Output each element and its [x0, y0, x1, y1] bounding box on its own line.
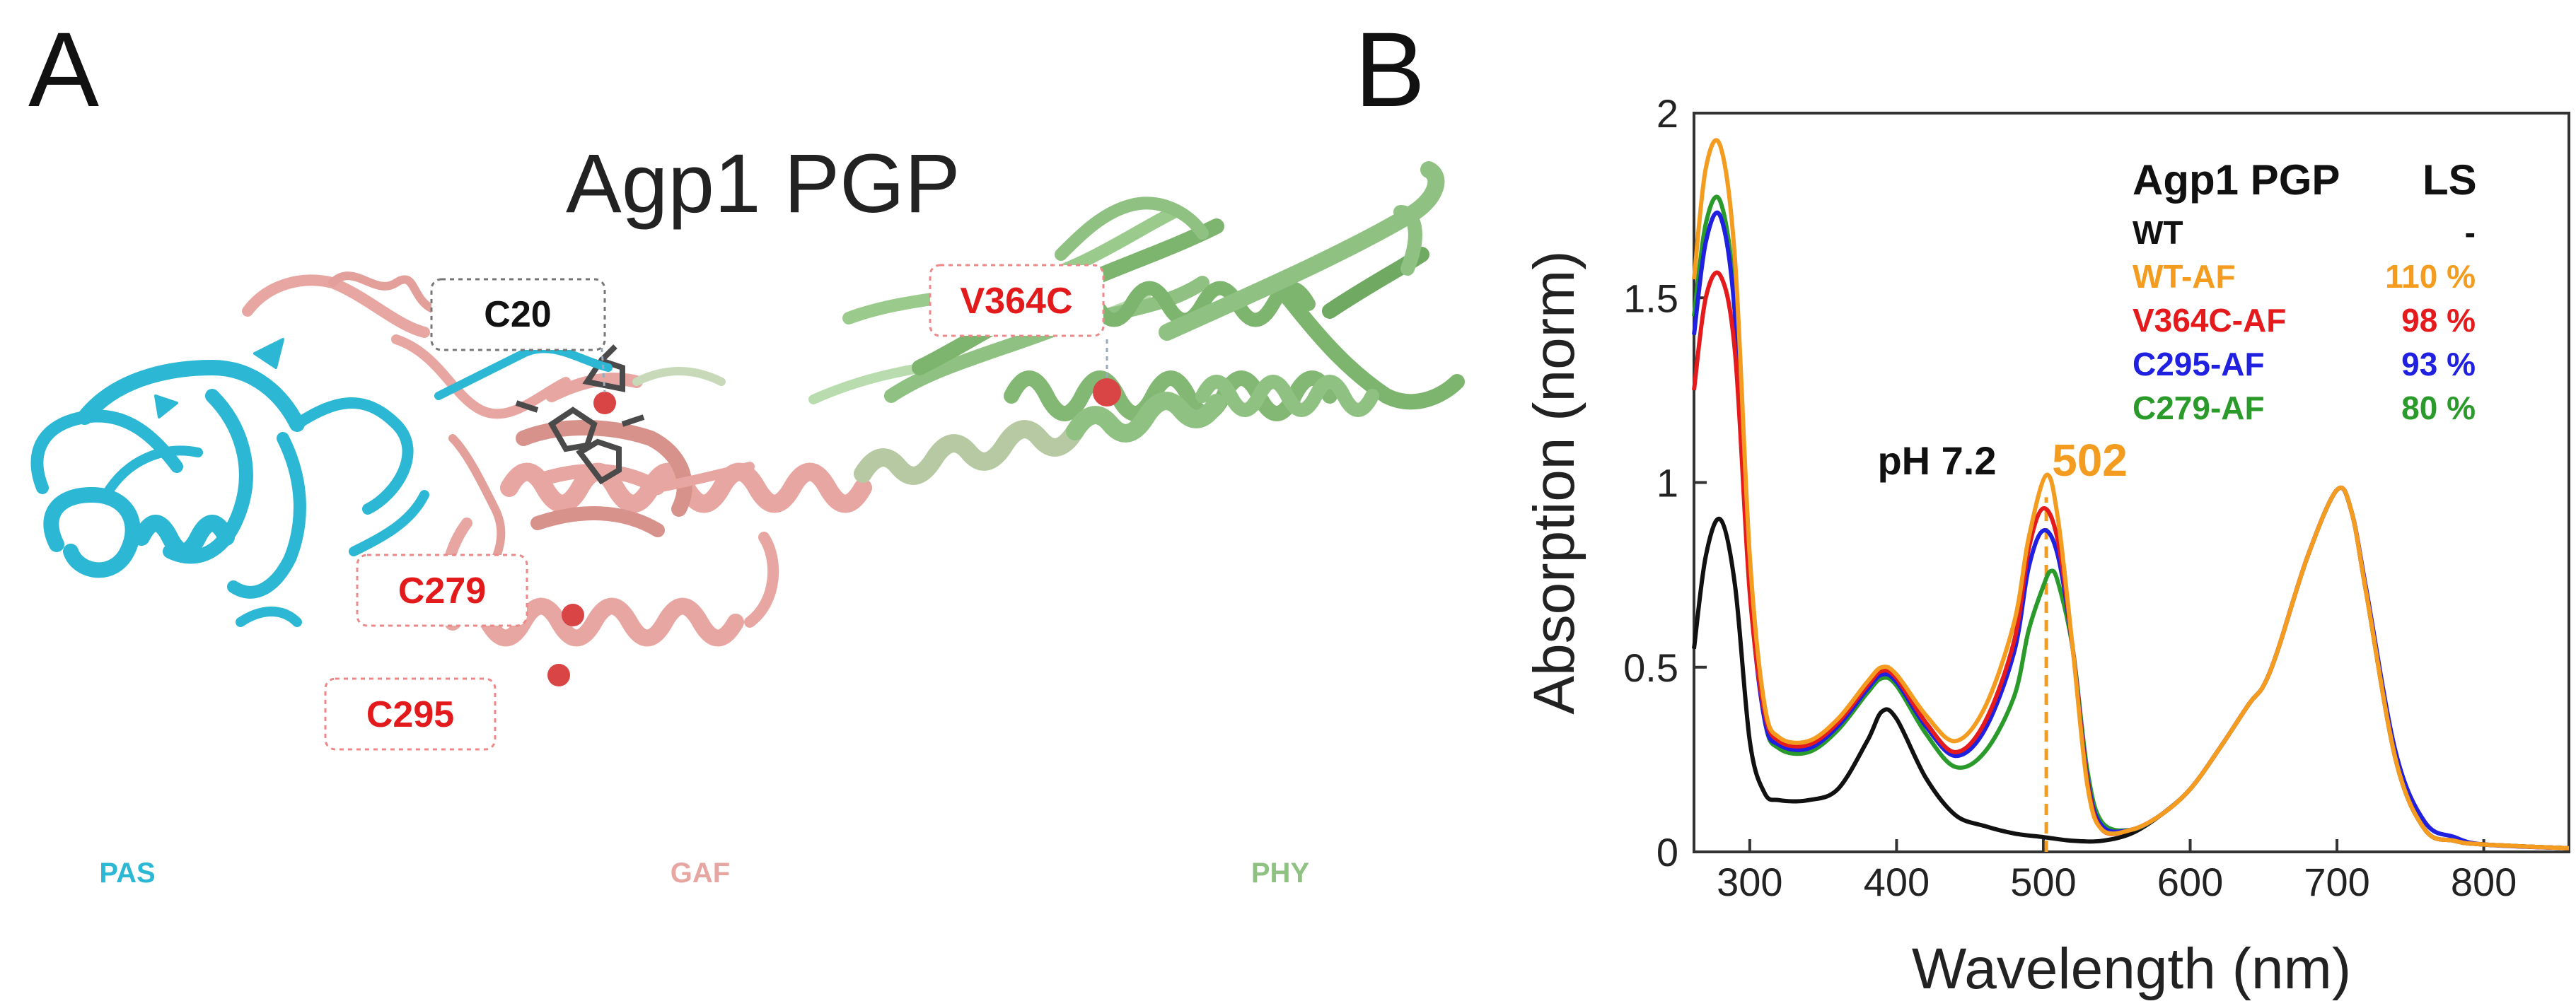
legend-entry-name: C295-AF — [2133, 346, 2265, 382]
series-layer — [1692, 138, 2570, 850]
label-v364c: V364C — [929, 264, 1105, 337]
cysteine-markers — [547, 378, 1121, 686]
legend-ls-header: LS — [2423, 156, 2477, 204]
svg-text:C20: C20 — [484, 294, 551, 335]
svg-text:V364C: V364C — [961, 281, 1073, 322]
panel-b: B 300 400 500 600 700 800 0 0.5 1 1.5 2 Wavelength… — [1354, 10, 2570, 1001]
legend-entry-name: WT-AF — [2133, 258, 2236, 295]
series-line-wt-af — [1692, 138, 2570, 850]
v364c-marker — [1093, 378, 1121, 407]
legend-entry-ls: - — [2465, 214, 2476, 251]
phy-domain-structure — [808, 161, 1465, 421]
c279-marker — [562, 604, 584, 626]
panel-a-title: Agp1 PGP — [566, 137, 961, 230]
domain-label-phy: PHY — [1251, 858, 1310, 889]
x-tick-label: 400 — [1864, 860, 1930, 904]
y-tick-label: 2 — [1657, 91, 1678, 136]
legend-entry-name: WT — [2133, 214, 2183, 251]
series-line-wt — [1692, 486, 2570, 850]
legend-title: Agp1 PGP — [2133, 156, 2340, 204]
ph-annotation: pH 7.2 — [1877, 438, 1996, 483]
label-c279: C279 — [356, 554, 528, 627]
y-axis-label: Absorption (norm) — [1522, 250, 1586, 714]
peak-annotation: 502 — [2052, 435, 2128, 486]
y-tick-label: 1.5 — [1623, 276, 1678, 320]
legend-entry-ls: 80 % — [2401, 390, 2476, 426]
label-c295: C295 — [324, 677, 497, 751]
panel-a-letter: A — [28, 10, 99, 129]
panel-a: A Agp1 PGP — [28, 10, 1465, 889]
y-tick-label: 1 — [1657, 461, 1678, 505]
y-tick-label: 0 — [1657, 830, 1678, 875]
label-connectors — [600, 339, 1108, 393]
c295-marker — [547, 664, 570, 686]
legend-entry-name: C279-AF — [2133, 390, 2265, 426]
pas-domain-structure — [30, 338, 613, 627]
x-tick-label: 700 — [2304, 860, 2369, 904]
chromophore-sticks — [515, 344, 645, 485]
svg-text:C295: C295 — [366, 694, 454, 735]
legend-entry-ls: 93 % — [2401, 346, 2476, 382]
x-tick-label: 500 — [2010, 860, 2076, 904]
x-tick-label: 600 — [2157, 860, 2223, 904]
legend: Agp1 PGP LS WT - WT-AF 110 % V364C-AF 98 % C29… — [2133, 156, 2477, 426]
x-tick-label: 800 — [2451, 860, 2517, 904]
absorption-chart: 300 400 500 600 700 800 0 0.5 1 1.5 2 Wavelength (… — [1522, 91, 2570, 1001]
domain-label-gaf: GAF — [671, 858, 730, 889]
c20-marker — [593, 392, 616, 414]
panel-b-letter: B — [1354, 10, 1425, 129]
label-c20: C20 — [430, 278, 606, 351]
legend-entry-ls: 98 % — [2401, 302, 2476, 339]
legend-entry-name: V364C-AF — [2133, 302, 2286, 339]
x-axis-label: Wavelength (nm) — [1912, 937, 2351, 1001]
y-tick-label: 0.5 — [1623, 645, 1678, 690]
x-tick-label: 300 — [1717, 860, 1782, 904]
legend-entry-ls: 110 % — [2385, 258, 2476, 295]
axis-ticks: 300 400 500 600 700 800 0 0.5 1 1.5 2 — [1623, 91, 2517, 904]
svg-text:C279: C279 — [398, 571, 486, 612]
domain-label-pas: PAS — [99, 858, 155, 889]
legend-rows: WT - WT-AF 110 % V364C-AF 98 % C295-AF 93 % C279… — [2133, 214, 2476, 426]
